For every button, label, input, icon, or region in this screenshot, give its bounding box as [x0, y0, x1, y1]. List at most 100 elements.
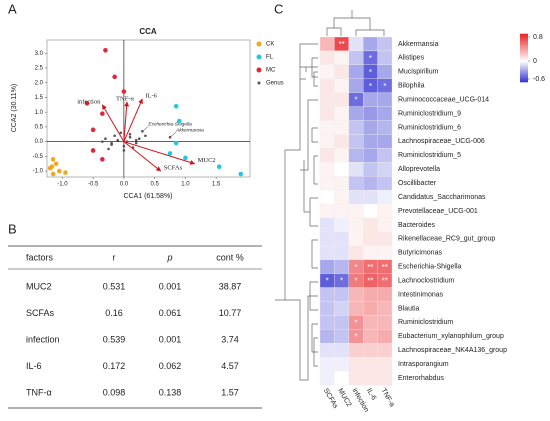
table-cell: 10.77	[219, 308, 242, 318]
cell	[319, 315, 335, 330]
table-cell: 0.539	[103, 334, 126, 344]
cell	[334, 343, 349, 358]
legend-label: MC	[266, 68, 276, 74]
colorbar-step	[520, 63, 528, 66]
colorbar-step	[520, 64, 528, 67]
annotation-leader	[169, 132, 177, 138]
y-tick-label: 1.5	[35, 95, 44, 101]
cell	[348, 231, 364, 246]
colorbar-step	[520, 42, 528, 44]
point	[50, 157, 56, 162]
cell	[348, 148, 364, 163]
point	[134, 141, 138, 145]
point	[183, 155, 188, 161]
vector-label: SCFAs	[164, 165, 183, 172]
cell	[377, 287, 393, 302]
vector	[123, 141, 162, 172]
x-tick-label: 0.0	[120, 182, 129, 188]
point	[122, 149, 126, 152]
colorbar-label: 0	[533, 58, 537, 65]
column-label: IL-6	[365, 387, 377, 401]
point	[137, 137, 141, 140]
cell	[334, 78, 349, 93]
table-cell: SCFAs	[26, 308, 55, 318]
point	[104, 137, 107, 140]
row-label: Lachnospiraceae_NK4A136_group	[398, 347, 507, 354]
cell	[377, 301, 393, 316]
y-tick-label: 2.0	[35, 80, 44, 86]
cell	[363, 217, 378, 233]
cell	[319, 343, 335, 358]
point	[103, 48, 108, 53]
y-tick-label: -1.0	[33, 169, 44, 175]
annotation-leader	[142, 126, 149, 132]
cell	[348, 357, 364, 372]
table-cell: 1.57	[221, 387, 239, 397]
cell	[319, 287, 335, 302]
cell	[348, 78, 364, 93]
cell	[363, 203, 378, 219]
y-tick-label: 1.0	[35, 110, 44, 116]
point	[119, 131, 123, 135]
table-cell: IL-6	[26, 361, 42, 371]
cell	[319, 92, 335, 107]
row-label: Intrasporangium	[398, 361, 449, 368]
star: *	[369, 54, 372, 63]
x-tick-label: 0.5	[150, 182, 159, 188]
y-tick-label: -0.5	[33, 154, 44, 160]
colorbar-step	[520, 51, 528, 54]
vector-label: MUC2	[198, 157, 216, 164]
chart-title: CCA	[139, 27, 157, 36]
cell	[377, 329, 393, 344]
point	[176, 118, 182, 124]
cell	[334, 245, 349, 260]
star: *	[369, 68, 372, 77]
cell	[377, 106, 393, 121]
cell	[377, 64, 393, 79]
point	[128, 132, 132, 136]
panel-label: C	[274, 1, 283, 16]
table-header: factors	[26, 252, 54, 262]
row-label: Lachnoclostridium	[398, 277, 455, 284]
cell	[363, 370, 378, 386]
colorbar-step	[520, 68, 528, 71]
star: *	[383, 82, 386, 91]
star: *	[326, 277, 329, 286]
star: **	[382, 263, 388, 272]
cell	[363, 36, 378, 52]
point	[216, 164, 222, 169]
star: **	[382, 277, 388, 286]
colorbar-step	[520, 54, 528, 56]
colorbar-step	[520, 62, 528, 65]
colorbar-label: -0.6	[533, 76, 545, 83]
cell	[363, 134, 378, 149]
point	[173, 103, 179, 109]
row-dendrogram	[275, 43, 318, 381]
cell	[319, 357, 335, 372]
row-label: Alloprevotella	[398, 166, 440, 173]
point	[107, 147, 110, 151]
star: **	[367, 277, 373, 286]
point	[53, 161, 59, 167]
colorbar-step	[520, 69, 528, 72]
colorbar-step	[520, 46, 528, 49]
table-cell: 0.001	[159, 281, 182, 291]
annotation: Escherichia-Shigella	[148, 122, 192, 128]
table-cell: 0.062	[159, 361, 182, 371]
table-cell: 0.531	[103, 281, 126, 291]
cell	[319, 301, 335, 316]
cell	[319, 231, 335, 246]
colorbar-step	[520, 60, 528, 62]
table-cell: 0.061	[159, 308, 182, 318]
row-label: Ruminiclostridium	[398, 319, 453, 326]
cell	[363, 92, 378, 107]
cell	[377, 50, 393, 65]
row-label: Ruminiclostridium_6	[398, 124, 461, 131]
table-cell: infection	[26, 334, 60, 344]
point	[173, 140, 179, 146]
point	[90, 127, 96, 133]
cell	[319, 329, 335, 344]
cell	[319, 162, 335, 177]
row-label: Rikenellaceae_RC9_gut_group	[398, 236, 495, 243]
table-cell: 3.74	[221, 334, 239, 344]
